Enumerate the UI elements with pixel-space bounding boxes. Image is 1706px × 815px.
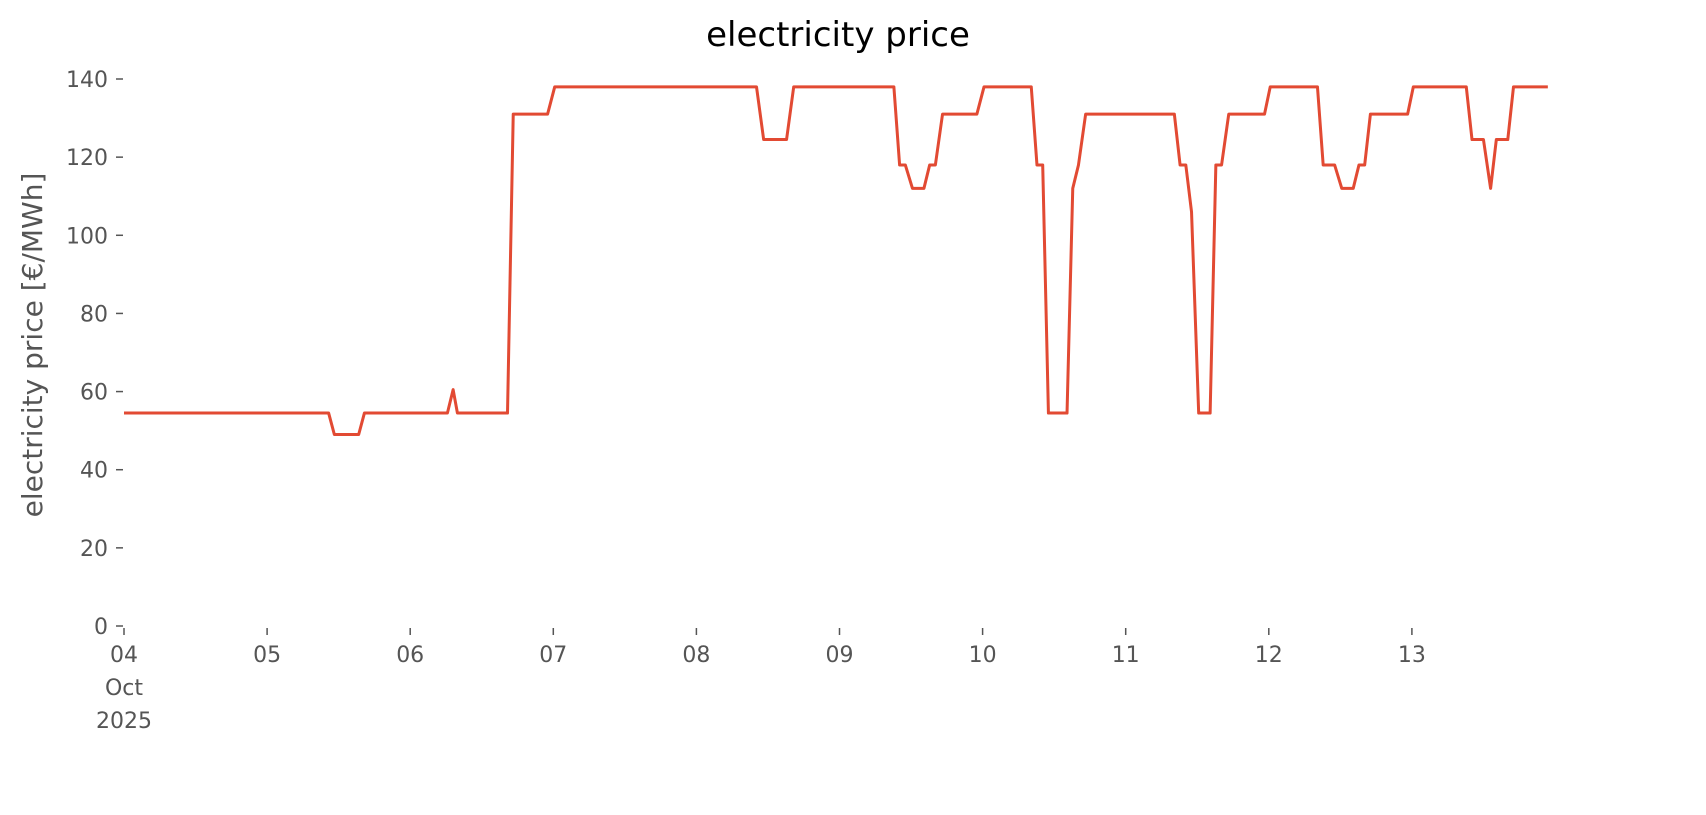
x-tick-label-line: 06 [396, 643, 424, 668]
x-tick-label-line: Oct [105, 676, 143, 701]
y-tick-label: 100 [66, 224, 108, 249]
x-tick-label: 10 [969, 643, 997, 668]
y-tick-label: 80 [80, 302, 108, 327]
x-tick-label: 04 Oct 2025 [96, 643, 152, 734]
y-axis-label: electricity price [€/MWh] [16, 173, 49, 518]
y-tick-label: 60 [80, 381, 108, 406]
y-tick-label: 40 [80, 459, 108, 484]
chart-title: electricity price [706, 15, 970, 55]
x-tick-label: 05 [253, 643, 281, 668]
x-tick-label: 09 [826, 643, 854, 668]
x-tick-label-line: 12 [1255, 643, 1283, 668]
y-tick-label: 120 [66, 146, 108, 171]
x-tick-label: 11 [1112, 643, 1140, 668]
x-tick-label-line: 05 [253, 643, 281, 668]
x-tick-label-line: 13 [1398, 643, 1426, 668]
x-tick-label: 13 [1398, 643, 1426, 668]
x-tick-label: 12 [1255, 643, 1283, 668]
x-tick-label-line: 08 [682, 643, 710, 668]
x-tick-label-line: 04 [110, 643, 138, 668]
price-line [124, 85, 1548, 437]
y-tick-label: 20 [80, 537, 108, 562]
x-tick-label-line: 10 [969, 643, 997, 668]
y-tick-label: 140 [66, 68, 108, 93]
x-tick-label-line: 2025 [96, 709, 152, 734]
x-tick-label: 08 [682, 643, 710, 668]
x-tick-label-line: 07 [539, 643, 567, 668]
y-tick-label: 0 [94, 615, 108, 640]
x-tick-label: 06 [396, 643, 424, 668]
x-tick-label-line: 11 [1112, 643, 1140, 668]
x-tick-label: 07 [539, 643, 567, 668]
x-tick-label-line: 09 [826, 643, 854, 668]
